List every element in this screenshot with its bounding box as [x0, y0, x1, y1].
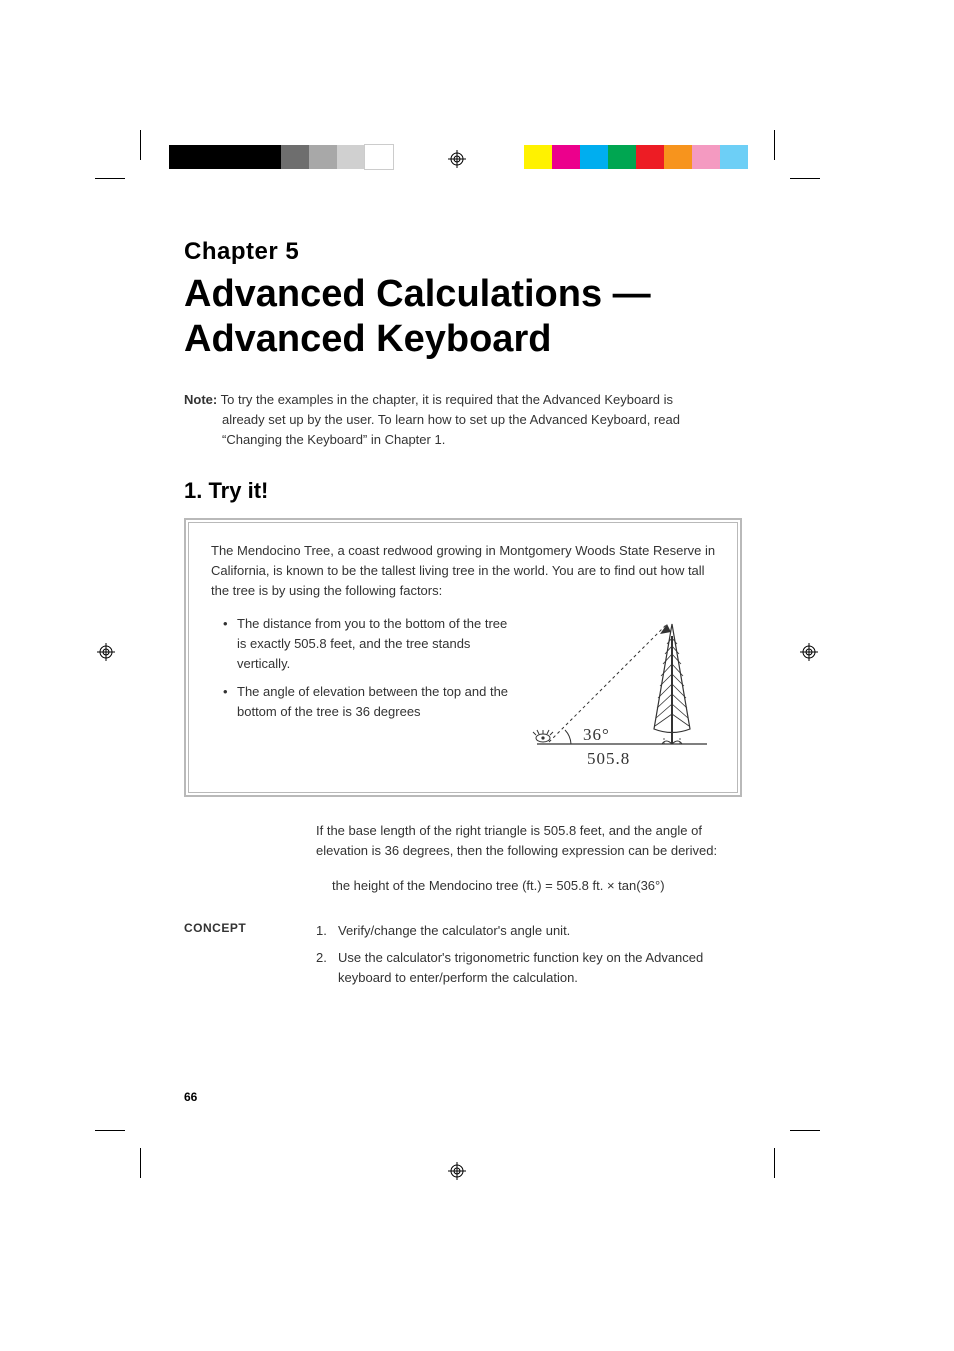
tryit-box: The Mendocino Tree, a coast redwood grow…	[184, 518, 742, 796]
diagram-angle-label: 36°	[583, 725, 610, 744]
registration-mark-left	[97, 643, 115, 661]
page-content: Chapter 5 Advanced Calculations — Advanc…	[184, 238, 742, 995]
tryit-intro: The Mendocino Tree, a coast redwood grow…	[211, 541, 717, 601]
concept-label: CONCEPT	[184, 921, 298, 995]
diagram-base-label: 505.8	[587, 749, 630, 768]
page-number: 66	[184, 1090, 197, 1104]
tryit-diagram: 36° 505.8	[527, 614, 717, 774]
section-heading: 1. Try it!	[184, 478, 742, 504]
formula-line: the height of the Mendocino tree (ft.) =…	[316, 876, 742, 897]
chapter-title-line1: Advanced Calculations —	[184, 273, 651, 315]
registration-mark-top	[448, 150, 466, 168]
note-line2: already set up by the user. To learn how…	[222, 412, 680, 427]
note-block: Note: To try the examples in the chapter…	[184, 390, 742, 450]
registration-mark-right	[800, 643, 818, 661]
concept-step-2: 2.Use the calculator's trigonometric fun…	[316, 948, 742, 990]
after-para: If the base length of the right triangle…	[316, 821, 742, 863]
registration-mark-bottom	[448, 1162, 466, 1180]
tryit-bullet-2: The angle of elevation between the top a…	[223, 682, 509, 722]
concept-step-1: 1.Verify/change the calculator's angle u…	[316, 921, 742, 942]
chapter-title-line2: Advanced Keyboard	[184, 318, 551, 360]
grayscale-colorbar	[169, 145, 393, 169]
tryit-bullet-1: The distance from you to the bottom of t…	[223, 614, 509, 674]
chapter-title: Advanced Calculations — Advanced Keyboar…	[184, 272, 742, 362]
cmyk-colorbar	[524, 145, 748, 169]
after-box: If the base length of the right triangle…	[316, 821, 742, 897]
note-label: Note:	[184, 392, 217, 407]
note-line1: To try the examples in the chapter, it i…	[221, 392, 673, 407]
chapter-label: Chapter 5	[184, 238, 742, 266]
note-line3: “Changing the Keyboard” in Chapter 1.	[222, 432, 445, 447]
tryit-bullets: The distance from you to the bottom of t…	[211, 614, 509, 774]
concept-body: 1.Verify/change the calculator's angle u…	[316, 921, 742, 995]
